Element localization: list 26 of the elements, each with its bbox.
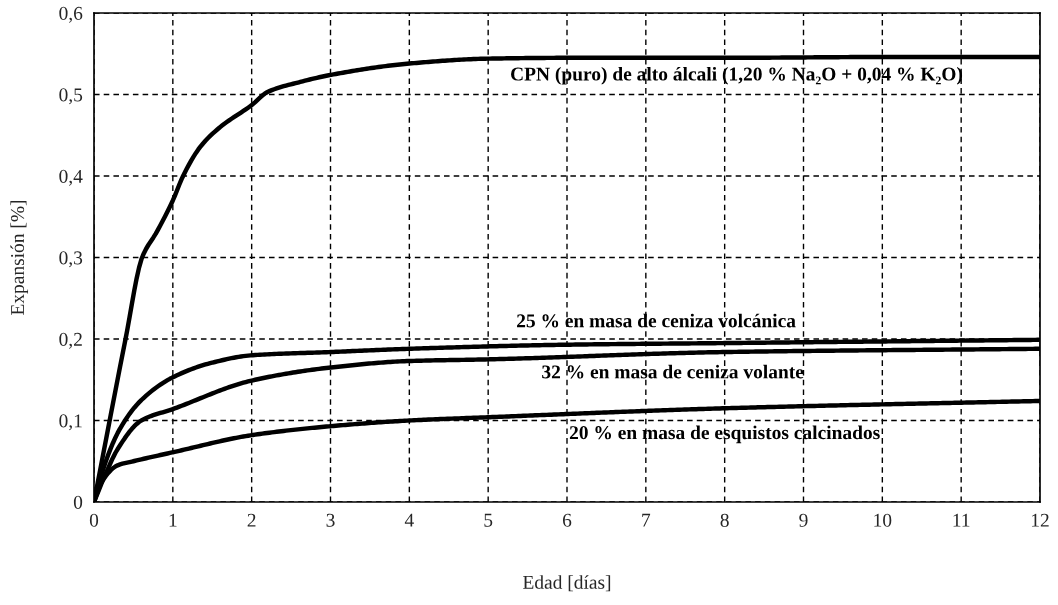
- x-tick-label: 11: [953, 513, 970, 527]
- x-tick-label: 4: [404, 513, 414, 527]
- y-tick-label: 0: [73, 495, 83, 509]
- x-tick-label: 7: [642, 513, 651, 527]
- series-label: 25 % en masa de ceniza volcánica: [517, 313, 796, 328]
- y-tick-label: 0,4: [59, 169, 83, 186]
- y-tick-label: 0,6: [59, 6, 83, 23]
- x-tick-label: 8: [720, 513, 729, 527]
- series-label: 32 % en masa de ceniza volante: [542, 364, 804, 379]
- y-tick-label: 0,2: [59, 332, 82, 349]
- y-tick-label: 0,1: [59, 414, 82, 431]
- x-tick-label: 3: [326, 513, 335, 527]
- y-tick-label: 0,5: [59, 88, 83, 105]
- x-tick-label: 2: [247, 513, 256, 527]
- x-axis-title: Edad [días]: [523, 575, 611, 592]
- x-tick-label: 5: [484, 513, 493, 527]
- x-tick-label: 10: [874, 513, 892, 527]
- x-tick-label: 6: [562, 513, 572, 527]
- series-label: CPN (puro) de alto álcali (1,20 % Na₂O + 0,04 % K₂O): [511, 66, 963, 85]
- y-axis-title: Expansión [%]: [10, 200, 29, 315]
- series-label: 20 % en masa de esquistos calcinados: [569, 425, 880, 444]
- x-tick-label: 12: [1031, 513, 1049, 527]
- y-tick-label: 0,3: [59, 251, 83, 268]
- x-tick-label: 1: [169, 513, 177, 527]
- x-tick-label: 0: [89, 513, 99, 527]
- x-tick-label: 9: [799, 513, 808, 527]
